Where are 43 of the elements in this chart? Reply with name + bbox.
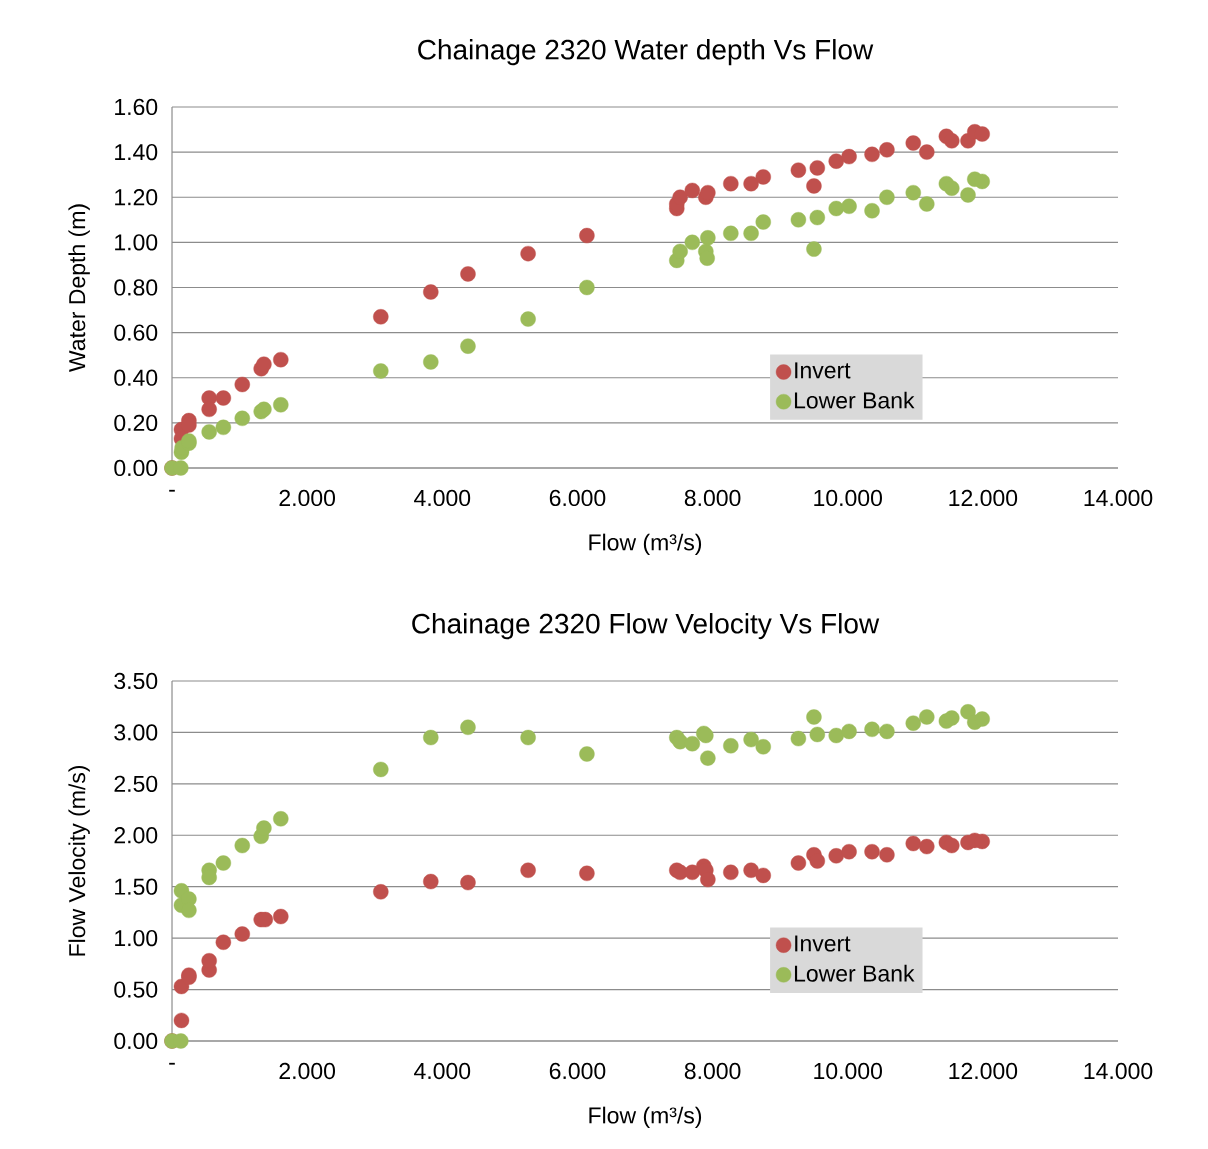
x-axis-title: Flow (m³/s) xyxy=(589,533,702,556)
y-axis-title: Flow Velocity (m/s) xyxy=(68,765,90,956)
x-tick-label: 14.000 xyxy=(1084,1062,1153,1080)
x-tick-label: 14.000 xyxy=(1084,489,1153,507)
legend-label: Invert xyxy=(795,362,851,379)
y-tick-label: 0.40 xyxy=(114,369,158,386)
chart-title: Chainage 2320 Flow Velocity Vs Flow xyxy=(412,613,880,640)
x-tick-label: 8.000 xyxy=(684,489,741,507)
y-tick-label: 2.50 xyxy=(114,775,158,792)
x-tick-label: 12.000 xyxy=(949,489,1018,507)
x-tick-label: 2.000 xyxy=(279,1062,336,1080)
legend-label: Invert xyxy=(795,935,851,952)
y-tick-label: 1.20 xyxy=(115,189,158,206)
legend-label: Lower Bank xyxy=(794,391,915,409)
legend-label: Lower Bank xyxy=(794,964,915,982)
y-tick-label: 3.50 xyxy=(114,672,158,690)
y-tick-label: 0.00 xyxy=(114,459,158,477)
y-tick-label: 1.40 xyxy=(115,143,158,161)
x-tick-label: - xyxy=(169,1062,175,1065)
x-tick-label: 6.000 xyxy=(549,1062,606,1080)
y-tick-label: 0.20 xyxy=(114,414,158,431)
x-tick-label: 10.000 xyxy=(814,489,882,507)
y-tick-label: 0.80 xyxy=(114,279,158,296)
y-tick-label: 1.50 xyxy=(115,878,158,895)
x-tick-label: 2.000 xyxy=(279,489,336,507)
x-tick-label: 4.000 xyxy=(414,489,471,507)
x-tick-label: 12.000 xyxy=(949,1062,1018,1080)
x-tick-label: 8.000 xyxy=(684,1062,741,1080)
chart-title: Chainage 2320 Water depth Vs Flow xyxy=(418,39,874,66)
y-tick-label: 1.60 xyxy=(115,98,158,116)
x-tick-label: - xyxy=(169,489,175,492)
x-tick-label: 6.000 xyxy=(549,489,606,507)
x-tick-label: 4.000 xyxy=(414,1062,471,1080)
y-tick-label: 2.00 xyxy=(114,827,158,844)
y-tick-label: 1.00 xyxy=(115,234,158,251)
y-axis-title: Water Depth (m) xyxy=(68,204,90,372)
x-axis-title: Flow (m³/s) xyxy=(589,1106,702,1129)
x-tick-label: 10.000 xyxy=(814,1062,882,1080)
y-tick-label: 1.00 xyxy=(115,929,158,947)
y-tick-label: 0.00 xyxy=(114,1032,158,1050)
y-tick-label: 0.50 xyxy=(114,981,158,998)
y-tick-label: 0.60 xyxy=(114,324,158,341)
y-tick-label: 3.00 xyxy=(114,724,158,741)
